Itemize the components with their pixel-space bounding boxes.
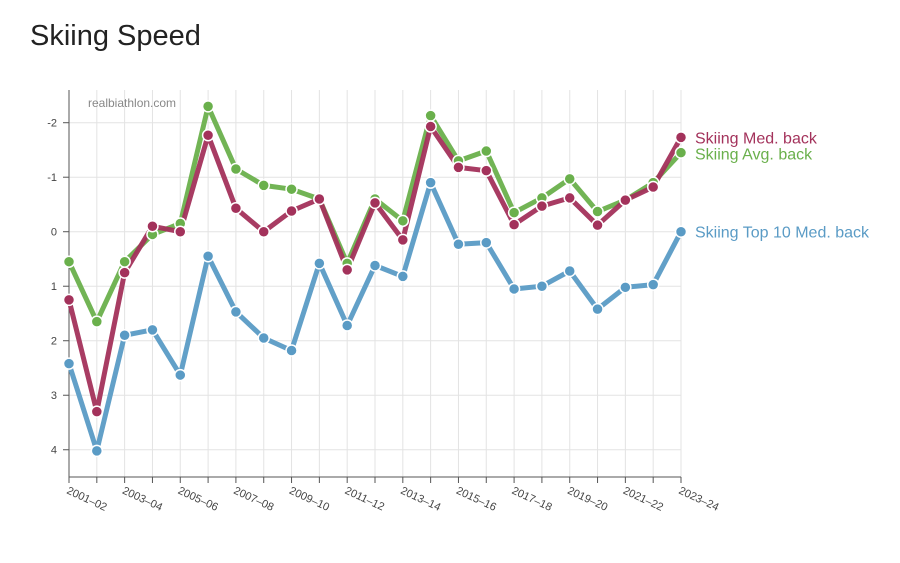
x-tick-label: 2005–06 <box>176 485 220 514</box>
x-tick-label: 2007–08 <box>232 485 276 514</box>
data-point <box>396 233 410 247</box>
data-point <box>285 344 298 357</box>
data-point <box>62 255 76 268</box>
data-point <box>229 162 243 176</box>
x-tick-label: 2001–02 <box>65 485 109 514</box>
y-tick-label: -2 <box>47 118 57 130</box>
data-point <box>674 225 688 238</box>
data-point <box>480 236 493 249</box>
data-point <box>90 315 104 328</box>
series <box>62 100 688 458</box>
data-point <box>62 357 76 370</box>
y-tick-label: 2 <box>51 336 57 348</box>
data-point <box>201 249 215 263</box>
x-tick-label: 2023–24 <box>677 485 721 514</box>
data-point <box>646 278 660 291</box>
data-point <box>174 368 187 382</box>
data-point <box>591 205 604 218</box>
data-point <box>229 202 243 215</box>
data-point <box>591 302 604 316</box>
data-point <box>257 331 270 345</box>
x-tick-label: 2003–04 <box>120 485 164 514</box>
series-label: Skiing Med. back <box>695 130 818 147</box>
y-tick-label: 1 <box>51 281 57 293</box>
x-tick-label: 2011–12 <box>343 485 386 514</box>
data-point <box>424 120 437 133</box>
series-label: Skiing Top 10 Med. back <box>695 225 870 242</box>
data-point <box>619 281 632 294</box>
data-point <box>118 255 131 268</box>
data-point <box>118 329 131 342</box>
data-point <box>396 270 410 283</box>
data-point <box>368 259 382 272</box>
data-point <box>285 182 298 196</box>
data-point <box>591 218 604 232</box>
x-tick-label: 2021–22 <box>621 485 665 514</box>
x-tick-label: 2015–16 <box>454 485 498 514</box>
data-point <box>674 146 688 159</box>
data-point <box>535 279 549 293</box>
data-point <box>313 257 326 270</box>
grid <box>68 90 682 477</box>
data-point <box>90 444 104 458</box>
chart-title: Skiing Speed <box>30 20 201 52</box>
data-point <box>62 293 76 307</box>
data-point <box>146 220 159 233</box>
data-point <box>201 100 215 113</box>
y-tick-label: 4 <box>51 445 57 457</box>
data-point <box>563 172 576 186</box>
watermark-text: realbiathlon.com <box>88 96 176 110</box>
data-point <box>257 225 270 238</box>
data-point <box>229 305 243 319</box>
data-point <box>619 193 632 207</box>
data-point <box>452 161 465 174</box>
data-point <box>424 176 437 189</box>
series-label: Skiing Avg. back <box>695 146 813 163</box>
data-point <box>646 180 660 194</box>
x-tick-label: 2019–20 <box>565 485 609 514</box>
data-point <box>674 131 688 144</box>
data-point <box>146 323 159 337</box>
data-point <box>313 192 326 206</box>
data-point <box>535 199 549 213</box>
data-point <box>507 282 521 296</box>
y-tick-label: -1 <box>47 172 57 184</box>
data-point <box>507 218 521 231</box>
data-point <box>174 225 187 238</box>
y-tick-label: 3 <box>51 390 57 402</box>
data-point <box>285 204 298 218</box>
data-point <box>480 144 493 158</box>
data-point <box>507 206 521 219</box>
data-point <box>340 263 354 277</box>
data-point <box>368 196 382 210</box>
data-point <box>90 405 104 418</box>
data-point <box>340 319 354 332</box>
data-point <box>201 128 215 142</box>
data-point <box>452 238 465 251</box>
x-tick-label: 2013–14 <box>399 485 443 514</box>
y-tick-label: 0 <box>51 227 57 239</box>
data-point <box>118 266 131 279</box>
data-point <box>480 164 493 177</box>
data-point <box>563 264 576 278</box>
data-point <box>257 179 270 192</box>
data-point <box>424 109 437 122</box>
data-point <box>396 214 410 228</box>
x-tick-label: 2009–10 <box>287 485 331 514</box>
data-point <box>563 191 576 205</box>
x-tick-label: 2017–18 <box>510 485 554 514</box>
